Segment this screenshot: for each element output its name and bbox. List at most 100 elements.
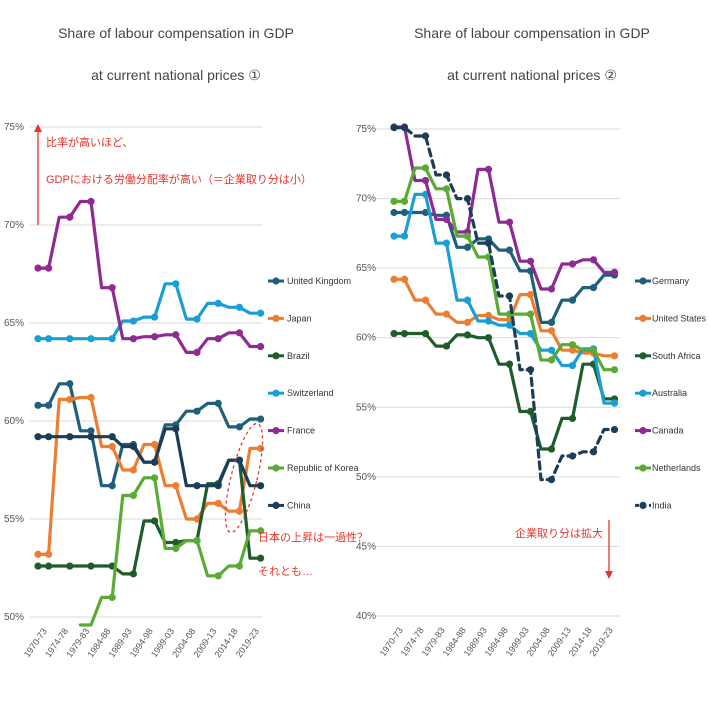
point-republic-of-korea-9	[172, 544, 180, 553]
series-line-united-states	[392, 277, 617, 358]
point-china-17	[214, 482, 222, 490]
y-tick-label-60: 60%	[4, 416, 24, 427]
annotation-top-line1: 比率が高いほど、	[46, 135, 133, 149]
point-south-africa-13	[526, 407, 535, 416]
point-switzerland-1	[45, 335, 53, 343]
y-tick-label-75: 75%	[356, 124, 376, 135]
point-china-13	[172, 425, 180, 433]
point-brazil-21	[257, 554, 265, 562]
annotation-bottom-line1: 日本の上昇は一過性？	[258, 530, 368, 544]
y-tick-label-50: 50%	[356, 472, 376, 483]
point-canada-19	[589, 256, 598, 264]
point-france-1	[45, 264, 53, 272]
point-south-africa-17	[568, 414, 577, 423]
point-united-kingdom-19	[235, 423, 243, 431]
point-japan-21	[257, 444, 265, 453]
series-line-netherlands	[392, 166, 617, 372]
point-china-3	[66, 433, 74, 441]
point-japan-19	[235, 507, 243, 515]
point-switzerland-13	[172, 280, 180, 288]
point-netherlands-13	[526, 310, 535, 318]
annotation-down-arrow-head	[605, 571, 613, 579]
point-united-states-13	[526, 290, 535, 299]
chart-right-title-line1: Share of labour compensation in GDP	[414, 25, 650, 41]
chart-left-title-line1: Share of labour compensation in GDP	[58, 25, 294, 41]
point-germany-1	[400, 208, 409, 217]
chart-left: Share of labour compensation in GDP at c…	[4, 25, 368, 659]
point-france-9	[129, 335, 137, 343]
point-republic-of-korea-15	[235, 562, 243, 570]
y-tick-label-75: 75%	[4, 122, 24, 133]
point-china-5	[87, 433, 95, 441]
annotation-top: 比率が高いほど、 GDPにおける労働分配率が高い（＝企業取り分は小）	[34, 124, 312, 225]
point-france-21	[257, 342, 265, 351]
point-united-states-5	[442, 310, 451, 318]
point-united-kingdom-1	[45, 401, 53, 409]
series-line-south-africa	[392, 331, 617, 451]
point-australia-15	[547, 346, 556, 354]
point-republic-of-korea-5	[129, 491, 137, 500]
y-tick-label-55: 55%	[4, 514, 24, 525]
legend-label-india: India	[652, 500, 672, 510]
y-tick-label-50: 50%	[4, 612, 24, 623]
y-tick-label-70: 70%	[4, 220, 24, 231]
point-china-11	[151, 458, 159, 466]
legend-marker-france	[272, 427, 280, 435]
legend-marker-netherlands	[639, 464, 647, 472]
point-australia-9	[484, 317, 493, 325]
legend-marker-united-kingdom	[272, 277, 280, 285]
point-brazil-11	[151, 517, 159, 525]
point-republic-of-korea-11	[193, 536, 201, 545]
point-switzerland-21	[257, 309, 265, 317]
point-france-17	[214, 335, 222, 343]
annotation-up-arrow-head	[34, 124, 42, 132]
legend-marker-brazil	[272, 352, 280, 360]
annotation-top-line2: GDPにおける労働分配率が高い（＝企業取り分は小）	[46, 172, 312, 186]
annotation-right-text: 企業取り分は拡大	[515, 526, 603, 540]
point-switzerland-11	[151, 313, 159, 321]
point-france-19	[235, 329, 243, 337]
point-germany-3	[421, 208, 430, 217]
point-india-13	[526, 366, 535, 374]
point-india-15	[547, 476, 556, 484]
annotation-japan: 日本の上昇は一過性？ それとも…	[224, 422, 368, 578]
point-france-13	[172, 331, 180, 339]
series-line-france	[36, 199, 263, 354]
point-france-5	[87, 197, 95, 206]
chart-right-title-line2: at current national prices ②	[447, 67, 617, 83]
point-canada-17	[568, 260, 577, 268]
point-india-11	[505, 292, 514, 300]
point-canada-21	[610, 268, 619, 276]
y-tick-label-40: 40%	[356, 611, 376, 622]
point-australia-1	[400, 232, 409, 240]
series-line-switzerland	[36, 282, 263, 341]
legend-label-south-africa: South Africa	[652, 351, 701, 361]
y-tick-label-45: 45%	[356, 541, 376, 552]
point-japan-1	[45, 550, 53, 558]
series-line-japan	[36, 395, 263, 556]
point-france-15	[193, 348, 201, 356]
legend-label-canada: Canada	[652, 426, 684, 436]
point-japan-9	[129, 466, 137, 474]
legend-marker-australia	[639, 389, 647, 397]
point-canada-15	[547, 285, 556, 293]
y-tick-label-60: 60%	[356, 333, 376, 344]
annotation-dashed-ellipse	[224, 422, 264, 534]
point-australia-5	[442, 239, 451, 247]
point-china-0	[34, 433, 42, 441]
point-australia-11	[505, 321, 514, 329]
point-netherlands-17	[568, 341, 577, 349]
point-canada-13	[526, 257, 535, 265]
point-south-africa-1	[400, 329, 409, 338]
point-india-21	[610, 425, 619, 434]
point-canada-5	[442, 215, 451, 224]
point-brazil-9	[129, 570, 137, 578]
series-line-canada	[392, 125, 617, 291]
legend-marker-china	[272, 501, 280, 509]
point-japan-7	[108, 442, 116, 451]
point-australia-7	[463, 296, 472, 304]
legend-marker-japan	[272, 314, 280, 322]
point-brazil-5	[87, 562, 95, 570]
point-switzerland-5	[87, 335, 95, 343]
